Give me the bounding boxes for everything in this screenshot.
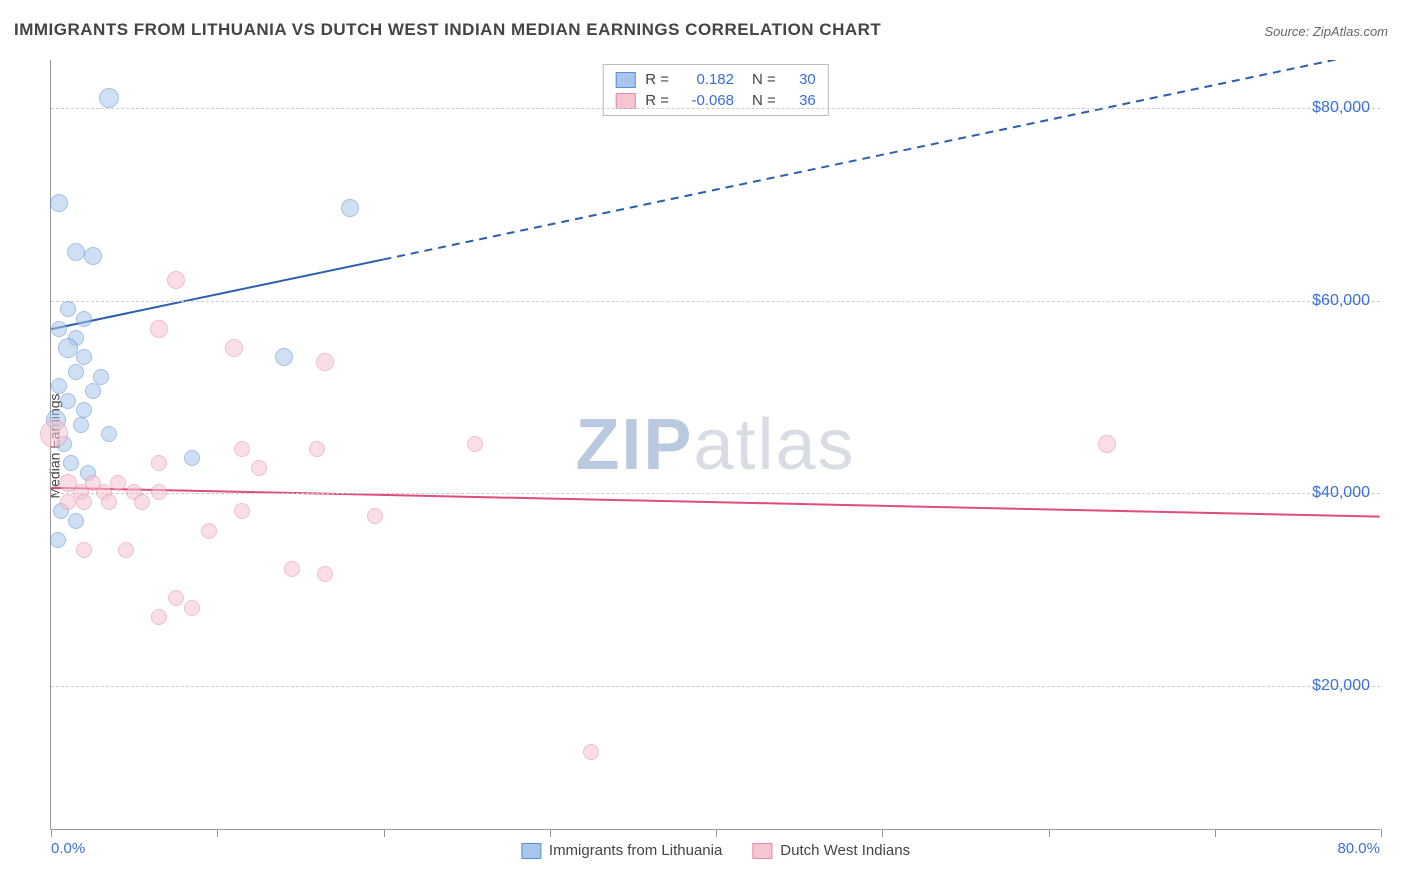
data-point-pink [317, 566, 333, 582]
data-point-blue [58, 338, 78, 358]
legend-swatch-blue [615, 72, 635, 88]
series-legend: Immigrants from Lithuania Dutch West Indi… [521, 842, 910, 859]
data-point-pink [309, 441, 325, 457]
data-point-pink [234, 441, 250, 457]
y-tick-label: $60,000 [1312, 292, 1370, 310]
y-tick-label: $20,000 [1312, 677, 1370, 695]
chart-title: IMMIGRANTS FROM LITHUANIA VS DUTCH WEST … [14, 20, 881, 40]
gridline-horizontal [51, 686, 1380, 687]
x-tick [1215, 829, 1216, 837]
trend-line-solid-blue [51, 259, 383, 329]
data-point-pink [101, 494, 117, 510]
data-point-pink [467, 436, 483, 452]
data-point-blue [99, 88, 119, 108]
gridline-horizontal [51, 493, 1380, 494]
data-point-blue [341, 199, 359, 217]
data-point-blue [275, 348, 293, 366]
x-tick [51, 829, 52, 837]
data-point-pink [134, 494, 150, 510]
legend-swatch-pink [752, 843, 772, 859]
legend-swatch-pink [615, 93, 635, 109]
data-point-blue [51, 378, 67, 394]
data-point-pink [167, 271, 185, 289]
y-tick-label: $80,000 [1312, 99, 1370, 117]
correlation-legend-row-blue: R =0.182N =30 [615, 69, 816, 90]
data-point-pink [151, 609, 167, 625]
data-point-pink [168, 590, 184, 606]
data-point-pink [150, 320, 168, 338]
data-point-pink [201, 523, 217, 539]
data-point-pink [225, 339, 243, 357]
data-point-pink [40, 420, 68, 448]
data-point-pink [583, 744, 599, 760]
x-tick [384, 829, 385, 837]
data-point-pink [151, 455, 167, 471]
data-point-pink [76, 494, 92, 510]
data-point-pink [284, 561, 300, 577]
data-point-blue [50, 532, 66, 548]
data-point-pink [234, 503, 250, 519]
data-point-blue [76, 349, 92, 365]
data-point-pink [251, 460, 267, 476]
data-point-pink [110, 475, 126, 491]
data-point-blue [51, 321, 67, 337]
x-tick [1049, 829, 1050, 837]
data-point-pink [367, 508, 383, 524]
plot-area: ZIPatlas R =0.182N =30R =-0.068N =36 Imm… [50, 60, 1380, 830]
watermark: ZIPatlas [575, 404, 855, 486]
source-attribution: Source: ZipAtlas.com [1264, 24, 1388, 39]
data-point-blue [84, 247, 102, 265]
x-tick [1381, 829, 1382, 837]
data-point-pink [1098, 435, 1116, 453]
data-point-blue [67, 243, 85, 261]
data-point-blue [85, 383, 101, 399]
data-point-blue [68, 364, 84, 380]
legend-swatch-blue [521, 843, 541, 859]
data-point-blue [184, 450, 200, 466]
gridline-horizontal [51, 108, 1380, 109]
data-point-blue [76, 311, 92, 327]
data-point-pink [316, 353, 334, 371]
x-tick [217, 829, 218, 837]
series-legend-item-pink: Dutch West Indians [752, 842, 910, 859]
series-legend-item-blue: Immigrants from Lithuania [521, 842, 722, 859]
data-point-pink [184, 600, 200, 616]
data-point-blue [50, 194, 68, 212]
data-point-blue [60, 393, 76, 409]
data-point-blue [73, 417, 89, 433]
y-tick-label: $40,000 [1312, 484, 1370, 502]
x-tick [882, 829, 883, 837]
x-tick [550, 829, 551, 837]
data-point-pink [76, 542, 92, 558]
series-legend-label: Dutch West Indians [780, 842, 910, 859]
data-point-blue [93, 369, 109, 385]
series-legend-label: Immigrants from Lithuania [549, 842, 722, 859]
data-point-blue [68, 513, 84, 529]
x-axis-max-label: 80.0% [1337, 840, 1380, 857]
data-point-blue [63, 455, 79, 471]
trend-line-dashed-blue [383, 60, 1379, 259]
chart-container: IMMIGRANTS FROM LITHUANIA VS DUTCH WEST … [0, 0, 1406, 892]
data-point-blue [60, 301, 76, 317]
data-point-pink [118, 542, 134, 558]
data-point-blue [101, 426, 117, 442]
data-point-pink [151, 484, 167, 500]
x-axis-min-label: 0.0% [51, 840, 85, 857]
data-point-pink [60, 494, 76, 510]
trend-line-solid-pink [51, 488, 1379, 517]
trend-lines-layer [51, 60, 1380, 829]
x-tick [716, 829, 717, 837]
gridline-horizontal [51, 301, 1380, 302]
